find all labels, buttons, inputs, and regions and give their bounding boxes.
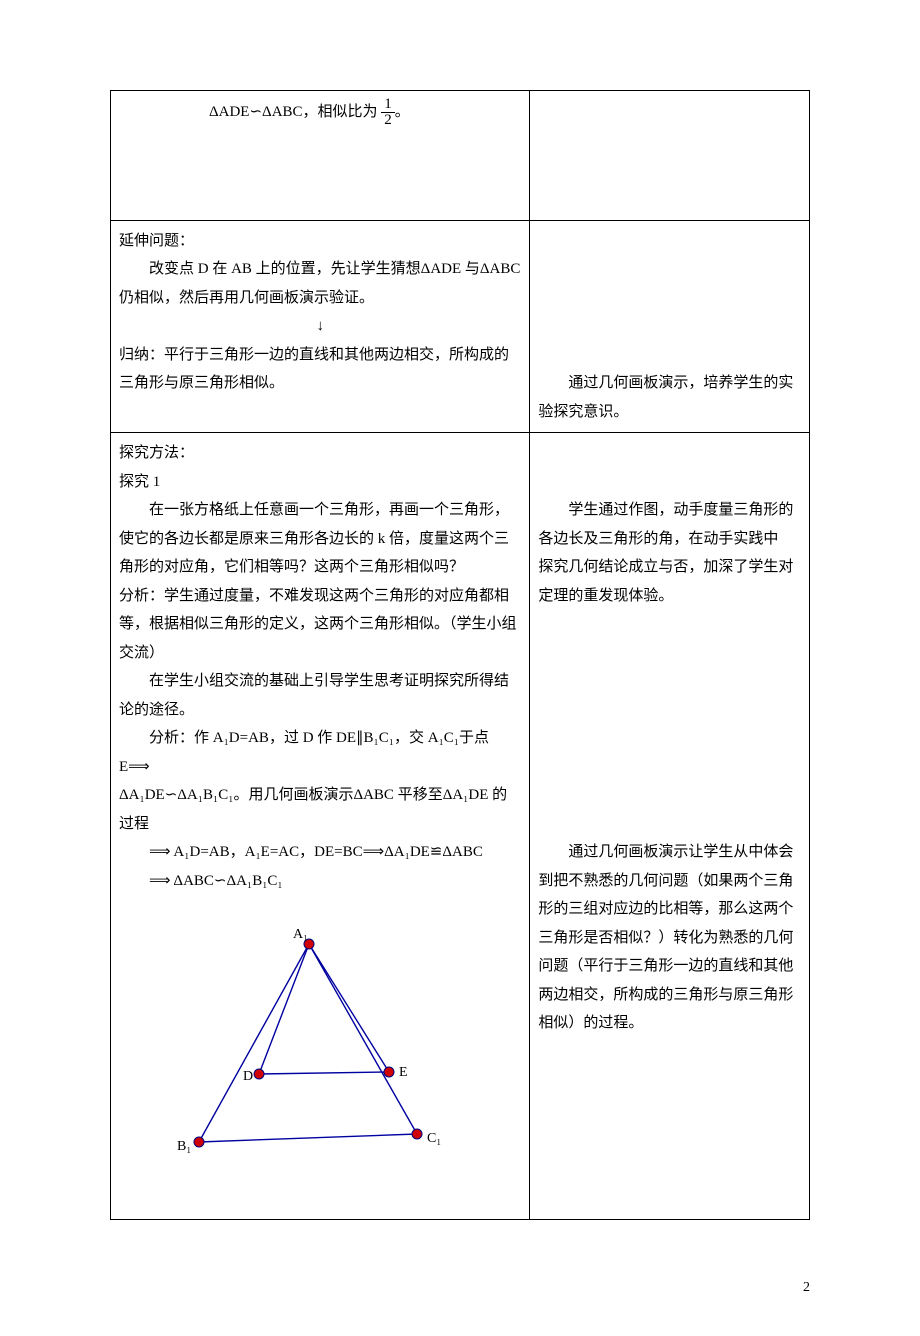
paragraph: 探究几何结论成立与否，加深了学生对定理的重发现体验。 xyxy=(538,559,793,604)
formula-after: 。 xyxy=(395,104,410,120)
paragraph: 通过几何画板演示，培养学生的实验探究意识。 xyxy=(538,369,801,426)
fraction: 1 2 xyxy=(381,97,395,128)
paragraph: 通过几何画板演示让学生从中体会到把不熟悉的几何问题（如果两个三角形的三组对应边的… xyxy=(538,838,801,1038)
row1-right-cell xyxy=(530,91,810,221)
paragraph: 归纳：平行于三角形一边的直线和其他两边相交，所构成的三角形与原三角形相似。 xyxy=(119,347,509,392)
row2-left-cell: 延伸问题： 改变点 D 在 AB 上的位置，先让学生猜想ΔADE 与ΔABC仍相… xyxy=(111,220,530,433)
row3-right-cell: 学生通过作图，动手度量三角形的各边长及三角形的角，在动手实践中 探究几何结论成立… xyxy=(530,433,810,1220)
triangle-diagram: A₁ D E B₁ C₁ xyxy=(159,924,469,1174)
extension-title: 延伸问题： xyxy=(119,233,194,249)
paragraph: 学生通过作图，动手度量三角形的各边长及三角形的角，在动手实践中 xyxy=(538,496,801,553)
row2-right-cell: 通过几何画板演示，培养学生的实验探究意识。 xyxy=(530,220,810,433)
svg-text:B₁: B₁ xyxy=(177,1139,191,1154)
paragraph: 分析：作 A₁D=AB，过 D 作 DE∥B₁C₁，交 A₁C₁于点 E⟹ xyxy=(119,724,521,781)
paragraph: 在一张方格纸上任意画一个三角形，再画一个三角形，使它的各边长都是原来三角形各边长… xyxy=(119,496,521,582)
method-title: 探究方法： xyxy=(119,445,194,461)
table-row: 延伸问题： 改变点 D 在 AB 上的位置，先让学生猜想ΔADE 与ΔABC仍相… xyxy=(111,220,810,433)
formula-line: ΔADE∽ΔABC，相似比为 1 2 。 xyxy=(119,97,521,128)
table-row: ΔADE∽ΔABC，相似比为 1 2 。 xyxy=(111,91,810,221)
fraction-denominator: 2 xyxy=(381,113,395,128)
diagram-wrap: A₁ D E B₁ C₁ xyxy=(119,924,521,1185)
sub-title: 探究 1 xyxy=(119,474,160,490)
paragraph: 改变点 D 在 AB 上的位置，先让学生猜想ΔADE 与ΔABC仍相似，然后再用… xyxy=(119,255,521,312)
lesson-table: ΔADE∽ΔABC，相似比为 1 2 。 延伸问题： 改变点 D 在 AB 上的… xyxy=(110,90,810,1220)
paragraph: 在学生小组交流的基础上引导学生思考证明探究所得结论的途径。 xyxy=(119,667,521,724)
row1-left-cell: ΔADE∽ΔABC，相似比为 1 2 。 xyxy=(111,91,530,221)
page: ΔADE∽ΔABC，相似比为 1 2 。 延伸问题： 改变点 D 在 AB 上的… xyxy=(0,0,920,1336)
fraction-numerator: 1 xyxy=(381,97,395,113)
paragraph: 分析：学生通过度量，不难发现这两个三角形的对应角都相等，根据相似三角形的定义，这… xyxy=(119,588,517,661)
paragraph: ΔA₁DE∽ΔA₁B₁C₁。用几何画板演示ΔABC 平移至ΔA₁DE 的过程 xyxy=(119,787,507,832)
paragraph: ⟹ ΔABC∽ΔA₁B₁C₁ xyxy=(119,867,521,896)
svg-text:E: E xyxy=(399,1065,408,1080)
page-number: 2 xyxy=(110,1280,810,1296)
paragraph: ⟹ A₁D=AB，A₁E=AC，DE=BC⟹ΔA₁DE≌ΔABC xyxy=(119,838,521,867)
svg-text:C₁: C₁ xyxy=(427,1131,441,1146)
svg-text:D: D xyxy=(243,1069,253,1084)
svg-text:A₁: A₁ xyxy=(293,927,308,942)
arrow-down: ↓ xyxy=(119,312,521,341)
table-row: 探究方法： 探究 1 在一张方格纸上任意画一个三角形，再画一个三角形，使它的各边… xyxy=(111,433,810,1220)
row3-left-cell: 探究方法： 探究 1 在一张方格纸上任意画一个三角形，再画一个三角形，使它的各边… xyxy=(111,433,530,1220)
formula-text: ΔADE∽ΔABC，相似比为 xyxy=(209,104,378,120)
